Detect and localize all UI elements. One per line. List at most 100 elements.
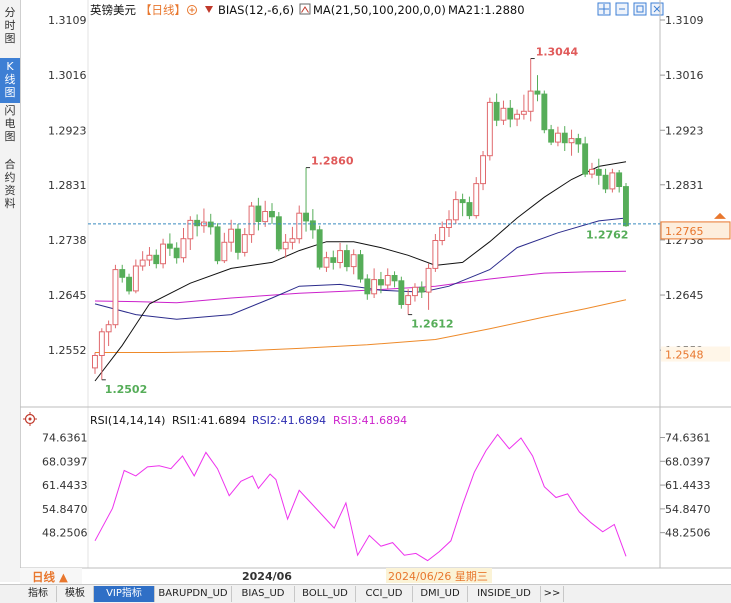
- sidebar-tab-3[interactable]: 合约资料: [0, 156, 20, 214]
- restore-window-icon[interactable]: [633, 2, 647, 16]
- add-indicator-icon[interactable]: [187, 5, 197, 15]
- price-tick-right: 1.2923: [665, 124, 704, 137]
- candle-up: [98, 331, 105, 356]
- rsi-tick-right: 74.6361: [665, 432, 711, 445]
- price-tick-left: 1.2923: [48, 124, 87, 137]
- rsi-tick-left: 54.8470: [42, 503, 88, 516]
- sidebar-tab-char: 时: [4, 19, 16, 32]
- candle-down: [364, 278, 371, 295]
- candle-up: [248, 205, 255, 236]
- bias-indicator-label[interactable]: BIAS(12,-6,6): [218, 3, 294, 17]
- candle-up: [92, 355, 98, 369]
- sidebar-tab-0[interactable]: 分时图: [0, 4, 20, 49]
- bottom-tab-2[interactable]: VIP指标: [94, 586, 155, 602]
- candle-down: [391, 275, 398, 282]
- close-icon[interactable]: [650, 2, 664, 16]
- price-axis-right: 1.31091.30161.29231.28311.27381.26451.25…: [660, 14, 704, 357]
- candle-up: [439, 227, 446, 241]
- ma21-value-label: MA21:1.2880: [448, 3, 525, 17]
- bottom-tab-7[interactable]: DMI_UD: [413, 586, 468, 602]
- candle-down: [214, 226, 221, 262]
- price-tick-right: 1.3016: [665, 69, 704, 82]
- crosshair-icon[interactable]: [597, 2, 611, 16]
- price-axis-left: 1.3109 1.3016 1.2923 1.2831 1.2738 1.2645 1.25…: [48, 14, 87, 357]
- rsi-indicator-label[interactable]: RSI(14,14,14): [90, 414, 165, 427]
- period-selector-button[interactable]: 日线 ▲: [20, 568, 82, 584]
- sidebar-tab-char: 图: [4, 32, 16, 45]
- bottom-tab-6[interactable]: CCI_UD: [356, 586, 413, 602]
- candle-up: [112, 269, 119, 326]
- rsi1-value: RSI1:41.6894: [172, 414, 246, 427]
- ma200-price-label: 1.2548: [665, 349, 704, 362]
- bottom-tab-5[interactable]: BOLL_UD: [295, 586, 356, 602]
- candle-down: [330, 257, 337, 263]
- candle-down: [595, 168, 602, 176]
- sidebar-tab-char: 分: [4, 6, 16, 19]
- candle-up: [473, 183, 480, 217]
- candle-up: [262, 211, 269, 223]
- ma-indicator-label[interactable]: MA(21,50,100,200,0,0): [313, 3, 446, 17]
- candle-down: [418, 286, 425, 293]
- settings-gear-icon[interactable]: [23, 412, 37, 426]
- candle-down: [119, 269, 126, 278]
- price-tick-left: 1.2738: [48, 234, 87, 247]
- bottom-tab-3[interactable]: BARUPDN_UD: [155, 586, 232, 602]
- sidebar-tab-char: 闪: [4, 104, 16, 117]
- candle-up: [384, 275, 391, 286]
- sidebar-tab-char: 约: [4, 171, 16, 184]
- price-tick-left: 1.3016: [48, 69, 87, 82]
- sidebar-tab-char: 线: [4, 73, 16, 86]
- candle-down: [575, 138, 582, 145]
- rsi-tick-right: 68.0397: [665, 455, 711, 468]
- price-tick-left: 1.2645: [48, 289, 87, 302]
- dropdown-triangle-icon[interactable]: [205, 6, 213, 13]
- candle-up: [609, 172, 616, 190]
- candle-up: [500, 107, 507, 121]
- ma21-line: [94, 161, 627, 382]
- candle-down: [466, 202, 473, 217]
- bottom-tab-9[interactable]: >>: [541, 586, 564, 602]
- candle-up: [425, 267, 432, 293]
- candle-up: [241, 234, 248, 253]
- bottom-tab-0[interactable]: 指标: [20, 586, 57, 602]
- symbol-name: 英镑美元: [90, 3, 136, 17]
- sidebar-tab-char: K: [6, 60, 14, 73]
- price-tick-right: 1.2831: [665, 179, 704, 192]
- rsi3-value: RSI3:41.6894: [333, 414, 407, 427]
- candle-down: [582, 143, 589, 175]
- candle-down: [235, 228, 241, 253]
- candle-down: [534, 90, 541, 95]
- candle-down: [303, 212, 310, 222]
- price-annotations: 1.3044 1.2860 1.2612 1.2502 1.2762: [101, 46, 628, 396]
- candle-up: [371, 279, 378, 295]
- candle-down: [493, 101, 500, 121]
- sidebar-tab-2[interactable]: 闪电图: [0, 102, 20, 147]
- zoom-out-icon[interactable]: [615, 2, 629, 16]
- sidebar-tab-char: 图: [4, 86, 16, 99]
- candle-up: [180, 238, 187, 259]
- rsi-tick-left: 74.6361: [42, 432, 88, 445]
- candle-up: [432, 240, 439, 269]
- candle-down: [548, 129, 555, 143]
- candle-up: [289, 238, 296, 243]
- ma-indicator-icon[interactable]: [299, 3, 311, 15]
- candle-down: [207, 221, 214, 228]
- candle-up: [105, 324, 112, 333]
- candle-up: [139, 259, 146, 267]
- candle-up: [527, 90, 534, 112]
- candle-up: [296, 212, 303, 240]
- candle-down: [357, 254, 364, 280]
- period-tag[interactable]: 【日线】: [140, 3, 186, 17]
- bottom-tab-4[interactable]: BIAS_UD: [232, 586, 295, 602]
- bottom-tab-1[interactable]: 模板: [57, 586, 94, 602]
- price-tick-left: 1.2552: [48, 344, 87, 357]
- rsi-axis-left: 74.6361 68.0397 61.4433 54.8470 48.2506: [42, 432, 88, 540]
- price-annotation-high: 1.2860: [311, 155, 354, 168]
- candle-down: [166, 243, 173, 249]
- rsi-polyline: [94, 433, 627, 562]
- bottom-tab-8[interactable]: INSIDE_UD: [468, 586, 541, 602]
- rsi-tick-right: 54.8470: [665, 503, 711, 516]
- sidebar-tab-char: 料: [4, 197, 16, 210]
